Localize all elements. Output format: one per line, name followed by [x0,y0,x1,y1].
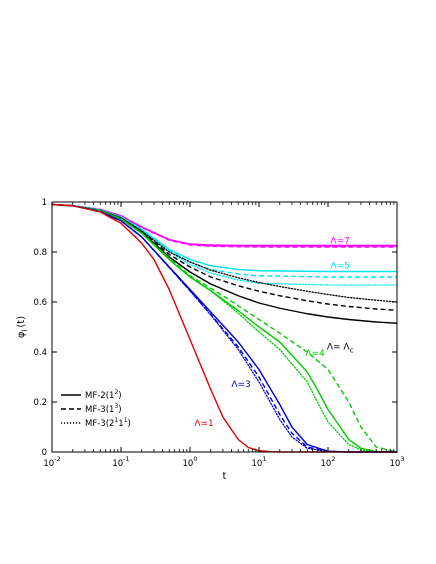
legend: MF-2(12)MF-3(13)MF-3(2111) [57,388,152,434]
x-tick-label: 100 [183,455,198,469]
annotation-text: Λ=7 [330,236,349,246]
x-tick-label: 103 [390,455,405,469]
legend-label-end: ) [118,391,121,401]
y-tick-label: 0.6 [33,298,47,308]
series-line-11 [51,203,398,453]
curve-annotation: Λ=5 [330,261,349,271]
legend-label-sup2: 1 [124,417,128,424]
y-tick-label: 1 [42,198,47,208]
series-line-2 [51,203,398,247]
legend-label-mid: 1 [118,419,123,429]
legend-label: MF-3(13) [85,403,122,415]
x-tick-label-base: 10 [183,459,194,469]
x-tick-label: 10-1 [112,455,129,469]
series-line-5 [51,203,398,286]
x-tick-label-base: 10 [252,459,263,469]
x-tick-label-base: 10 [43,459,54,469]
series-line-7 [51,203,398,311]
legend-label-base: MF-3(2 [85,419,114,429]
curve-annotation: Λ=1 [194,419,213,429]
y-tick-label: 0.4 [33,348,47,358]
legend-label: MF-2(12) [85,389,122,401]
x-tick-label: 10-2 [43,455,60,469]
y-axis-label: φl (t) [16,316,29,338]
legend-entries: MF-2(12)MF-3(13)MF-3(2111) [61,389,131,429]
legend-label-sup: 1 [114,417,118,424]
x-tick-label-base: 10 [390,459,401,469]
annotations-layer: Λ=7Λ=5Λ= ΛcΛ=4Λ=3Λ=1 [194,236,353,429]
legend-label-base: MF-2(1 [85,391,114,401]
x-tick-label-exp: 3 [400,455,404,463]
y-tick-label: 0 [42,448,47,458]
x-tick-label-base: 10 [321,459,332,469]
x-tick-label-base: 10 [112,459,123,469]
annotation-text: Λ=5 [330,261,349,271]
legend-label-end: ) [118,405,121,415]
annotation-text: Λ=4 [305,349,325,359]
legend-label: MF-3(2111) [85,417,131,429]
y-tick-label: 0.2 [33,398,47,408]
y-axis-label-suffix: (t) [16,316,27,328]
annotation-sub: c [350,347,354,355]
legend-label-base: MF-3(1 [85,405,114,415]
series-line-8 [51,203,398,303]
x-tick-label-exp: 2 [331,455,335,463]
series-line-9 [51,203,398,453]
annotation-text: Λ=3 [231,380,250,390]
plot-frame [51,201,398,453]
x-tick-label-exp: 0 [193,455,197,463]
curve-annotation: Λ=3 [231,380,250,390]
x-tick-label: 102 [321,455,336,469]
x-tick-label: 101 [252,455,267,469]
x-tick-label-exp: -1 [123,455,129,463]
legend-label-end: ) [128,419,131,429]
ticks-layer [51,201,398,453]
annotation-text: Λ= Λ [327,343,351,353]
y-axis-label-symbol: φ [16,331,27,338]
legend-label-sup: 3 [114,403,118,410]
curve-annotation: Λ=7 [330,236,349,246]
curve-annotation: Λ=4 [305,349,325,359]
legend-label-sup: 2 [114,389,118,396]
curve-annotation: Λ= Λc [327,343,354,355]
x-tick-label-exp: 1 [262,455,266,463]
x-tick-label-exp: -2 [54,455,60,463]
x-axis-label: t [223,471,227,482]
annotation-text: Λ=1 [194,419,213,429]
y-axis-label-sub: l [21,330,29,332]
y-tick-label: 0.8 [33,248,47,258]
